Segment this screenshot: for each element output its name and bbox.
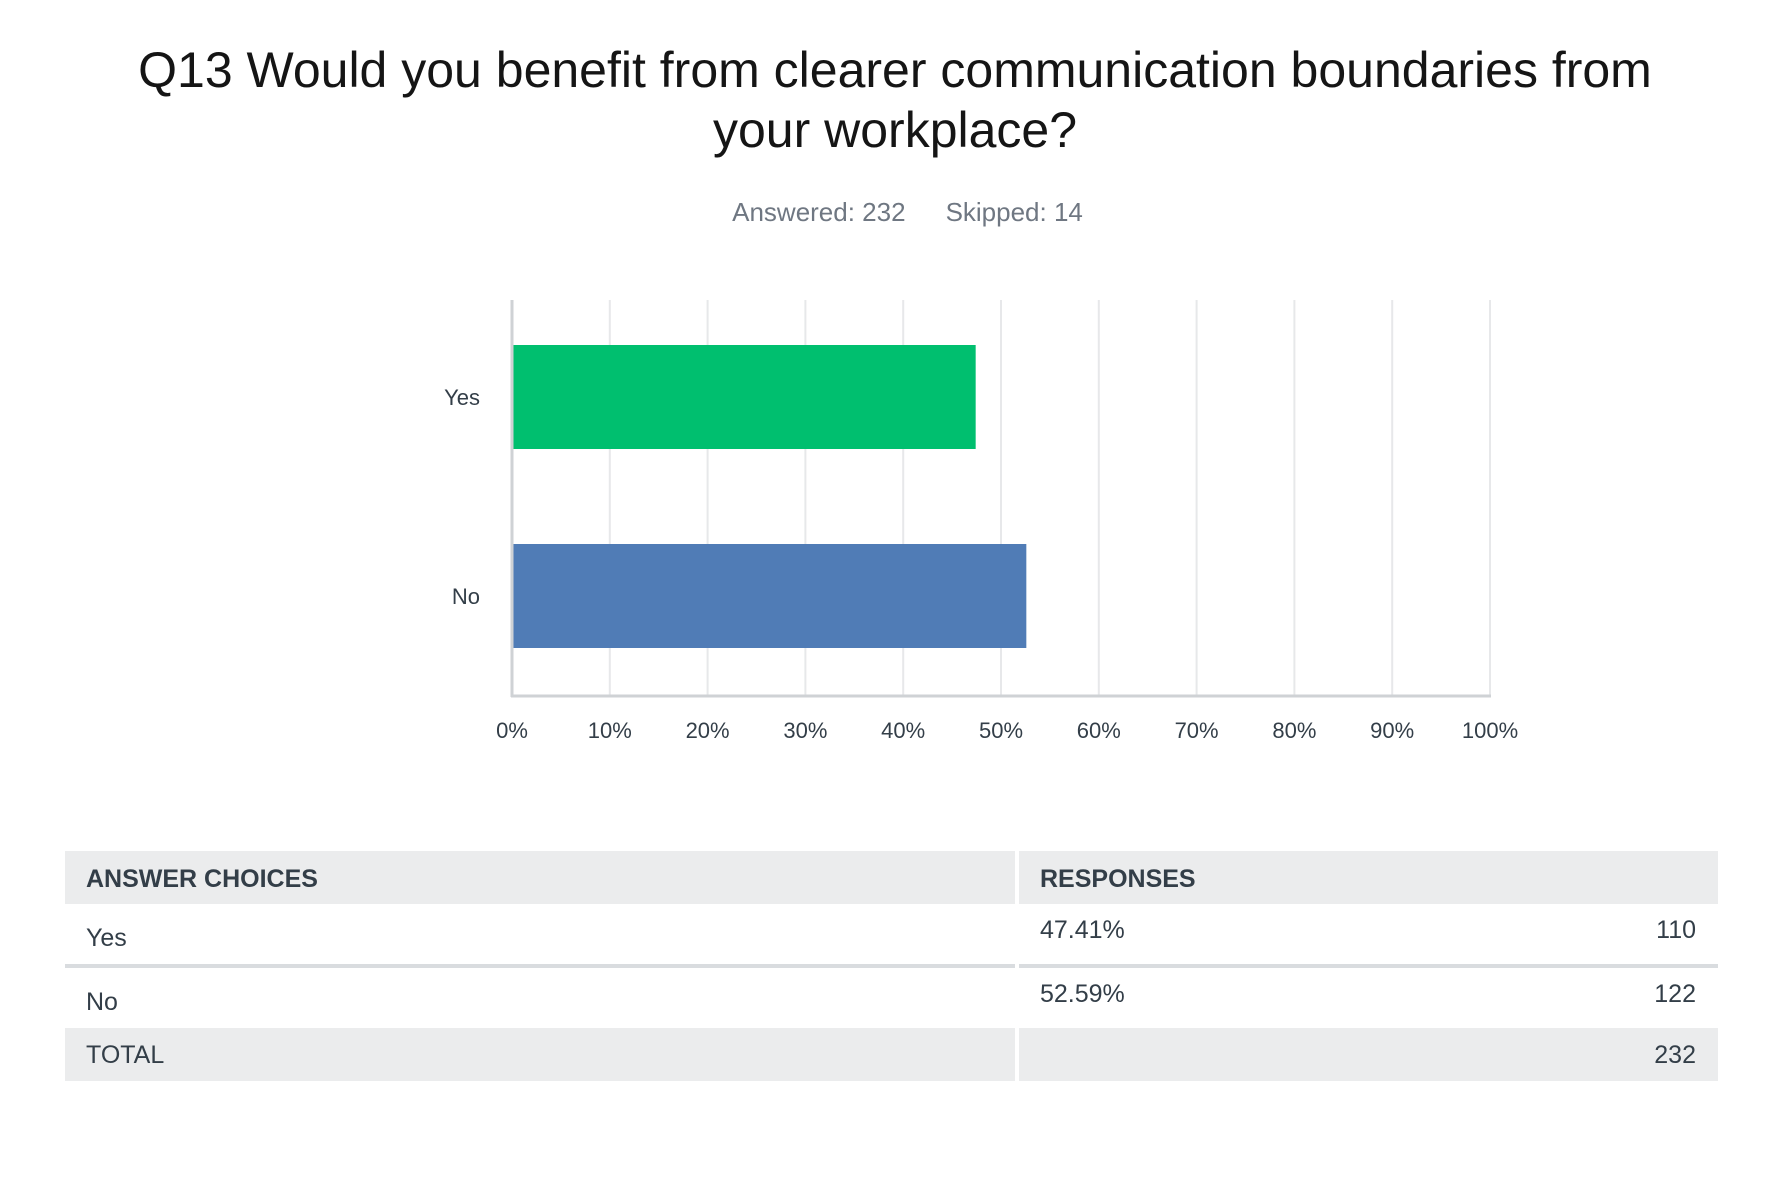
header-responses: RESPONSES (1040, 865, 1196, 893)
table-row: Yes 47.41% 110 (65, 904, 1718, 964)
category-label: Yes (444, 385, 480, 410)
category-label: No (452, 584, 480, 609)
bar-no (512, 544, 1027, 648)
response-count: 110 (1656, 916, 1696, 944)
header-answer-choices: ANSWER CHOICES (86, 865, 318, 893)
response-count: 122 (1654, 980, 1696, 1008)
total-label: TOTAL (86, 1041, 165, 1069)
x-tick-label: 50% (979, 718, 1023, 743)
x-tick-label: 30% (783, 718, 827, 743)
table-total-row: TOTAL 232 (65, 1028, 1718, 1081)
answered-count: Answered: 232 (732, 197, 906, 227)
response-percent: 47.41% (1040, 916, 1125, 944)
x-tick-label: 100% (1462, 718, 1518, 743)
row-divider (65, 964, 1718, 968)
table-row: No 52.59% 122 (65, 968, 1718, 1028)
x-tick-label: 40% (881, 718, 925, 743)
total-count: 232 (1654, 1041, 1696, 1069)
x-tick-label: 60% (1077, 718, 1121, 743)
x-tick-label: 0% (496, 718, 528, 743)
response-percent: 52.59% (1040, 980, 1125, 1008)
question-title: Q13 Would you benefit from clearer commu… (138, 42, 1652, 158)
bar-yes (512, 345, 976, 449)
answer-choice-label: No (86, 988, 118, 1016)
bar-chart: Yes No 0% 10% 20% 30% 40% 50% 60% 70% 80% 90% 100% (444, 300, 1518, 743)
skipped-count: Skipped: 14 (945, 197, 1083, 227)
x-tick-label: 90% (1370, 718, 1414, 743)
table-header-row: ANSWER CHOICES RESPONSES (65, 851, 1718, 904)
x-tick-label: 20% (686, 718, 730, 743)
answer-choice-label: Yes (86, 924, 127, 952)
x-tick-label: 10% (588, 718, 632, 743)
x-tick-label: 70% (1175, 718, 1219, 743)
response-stats: Answered: 232 Skipped: 14 (0, 197, 1775, 228)
x-tick-label: 80% (1272, 718, 1316, 743)
